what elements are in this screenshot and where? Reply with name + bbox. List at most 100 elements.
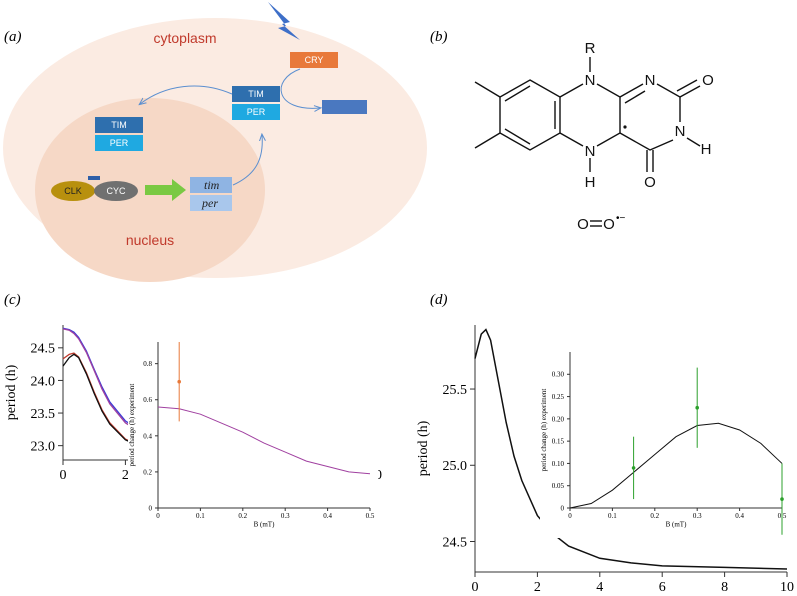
y-axis-label: period change (h) experiment xyxy=(128,384,136,467)
cytoplasm-label: cytoplasm xyxy=(153,30,216,46)
y-tick-label: 0.2 xyxy=(143,468,152,476)
per-gene-label: per xyxy=(201,196,218,210)
x-tick-label: 0.4 xyxy=(323,512,332,520)
tim-box xyxy=(232,86,280,102)
inhibition-bar xyxy=(88,176,100,180)
clk-label: CLK xyxy=(64,186,82,196)
panel-label: (a) xyxy=(4,29,22,45)
x-tick-label: 0 xyxy=(60,468,67,483)
y-tick-label: 0.25 xyxy=(552,393,565,401)
panel-label: (d) xyxy=(430,292,448,308)
y-tick-label: 0.05 xyxy=(552,482,565,490)
tim-label: TIM xyxy=(248,89,264,99)
y-tick-label: 23.0 xyxy=(31,440,56,455)
y-tick-label: 0 xyxy=(149,504,153,512)
degraded-tim xyxy=(322,100,367,114)
oxygen: O xyxy=(603,216,615,233)
oxygen: O xyxy=(577,216,589,233)
y-tick-label: 25.0 xyxy=(443,459,468,474)
transcription-arrow xyxy=(145,179,186,201)
inset-background xyxy=(128,334,378,538)
x-tick-label: 6 xyxy=(659,580,666,595)
radical-dot xyxy=(623,125,627,129)
atom: H xyxy=(701,141,712,158)
x-tick-label: 0.4 xyxy=(735,512,744,520)
bond xyxy=(559,132,584,147)
line xyxy=(474,328,788,570)
per-gene-box xyxy=(190,195,232,211)
clk-protein xyxy=(51,181,95,201)
per-box xyxy=(95,135,143,151)
y-tick-label: 0.6 xyxy=(143,396,152,404)
x-tick-label: 0.3 xyxy=(281,512,290,520)
x-tick-label: 0.1 xyxy=(608,512,617,520)
atom: O xyxy=(702,72,714,89)
bond xyxy=(596,83,621,147)
x-tick-label: 0 xyxy=(472,580,479,595)
pathway-diagram: cytoplasm nucleus CRY TIM PER TIM PER CL… xyxy=(3,2,427,282)
y-tick-label: 0.8 xyxy=(143,360,152,368)
y-tick-label: 25.5 xyxy=(443,383,468,398)
atom-labels: R N N O N H N H O O O •− xyxy=(577,40,714,233)
x-tick-label: 4 xyxy=(596,580,603,595)
data-point xyxy=(695,405,699,410)
tim-gene-label: tim xyxy=(204,178,220,192)
x-axis-label: B (mT) xyxy=(666,520,687,528)
x-tick-label: 0 xyxy=(568,512,572,520)
chart: 0 2 4 6 8 10 24.5 25.0 25.5 B (mT) period (h) xyxy=(416,325,794,595)
x-tick-label: 10 xyxy=(780,580,794,595)
bond xyxy=(656,83,681,122)
x-tick-label: 2 xyxy=(534,580,541,595)
atom: R xyxy=(585,40,596,57)
data-point xyxy=(177,379,181,384)
bond xyxy=(474,81,501,98)
x-tick-label: 0 xyxy=(156,512,160,520)
bond xyxy=(619,83,644,98)
per-label: PER xyxy=(110,138,129,148)
x-axis-label: B (mT) xyxy=(254,520,275,528)
tim-label: TIM xyxy=(111,120,127,130)
y-tick-label: 0.4 xyxy=(143,432,152,440)
atom: N xyxy=(585,143,596,160)
y-tick-label: 0.15 xyxy=(552,438,565,446)
light-bolt xyxy=(268,2,300,40)
y-tick-label: 0.10 xyxy=(552,460,565,468)
y-axis-label: period change (h) experiment xyxy=(540,389,548,472)
bond xyxy=(504,85,531,102)
y-tick-label: 24.5 xyxy=(443,535,468,550)
bond xyxy=(676,79,698,92)
x-tick-label: 0.1 xyxy=(196,512,205,520)
inset-background xyxy=(540,344,790,538)
x-tick-label: 0.2 xyxy=(238,512,247,520)
atom: N xyxy=(675,123,686,140)
tim-box xyxy=(95,117,143,133)
bond xyxy=(679,85,701,98)
bond xyxy=(499,79,561,151)
atom: N xyxy=(645,72,656,89)
data-point xyxy=(780,497,784,501)
x-tick-label: 0.3 xyxy=(693,512,702,520)
y-tick-label: 0.30 xyxy=(552,371,565,379)
transport-arrow xyxy=(140,85,233,104)
per-box xyxy=(232,104,280,120)
x-tick-label: 2 xyxy=(122,468,129,483)
y-axis-label: period (h) xyxy=(4,364,19,420)
cry-label: CRY xyxy=(305,55,324,65)
bond xyxy=(686,137,701,147)
y-tick-label: 23.5 xyxy=(31,407,56,422)
flavin-structure xyxy=(474,57,701,227)
atom: H xyxy=(585,174,596,191)
per-label: PER xyxy=(247,107,266,117)
chart: 00.10.20.30.40.500.050.100.150.200.250.3… xyxy=(540,344,790,538)
degradation-arrow xyxy=(280,68,320,108)
y-tick-label: 0.20 xyxy=(552,415,565,423)
line xyxy=(569,422,783,509)
y-tick-label: 0 xyxy=(561,504,565,512)
bond xyxy=(559,83,584,98)
chart: 0 0.1 0.2 0.3 0.4 0.5 0 0.2 0.4 0.6 0.8 B (mT) perio… xyxy=(128,334,378,538)
bond xyxy=(474,132,501,149)
atom: N xyxy=(585,72,596,89)
bond xyxy=(619,132,674,151)
y-tick-label: 24.5 xyxy=(31,342,56,357)
